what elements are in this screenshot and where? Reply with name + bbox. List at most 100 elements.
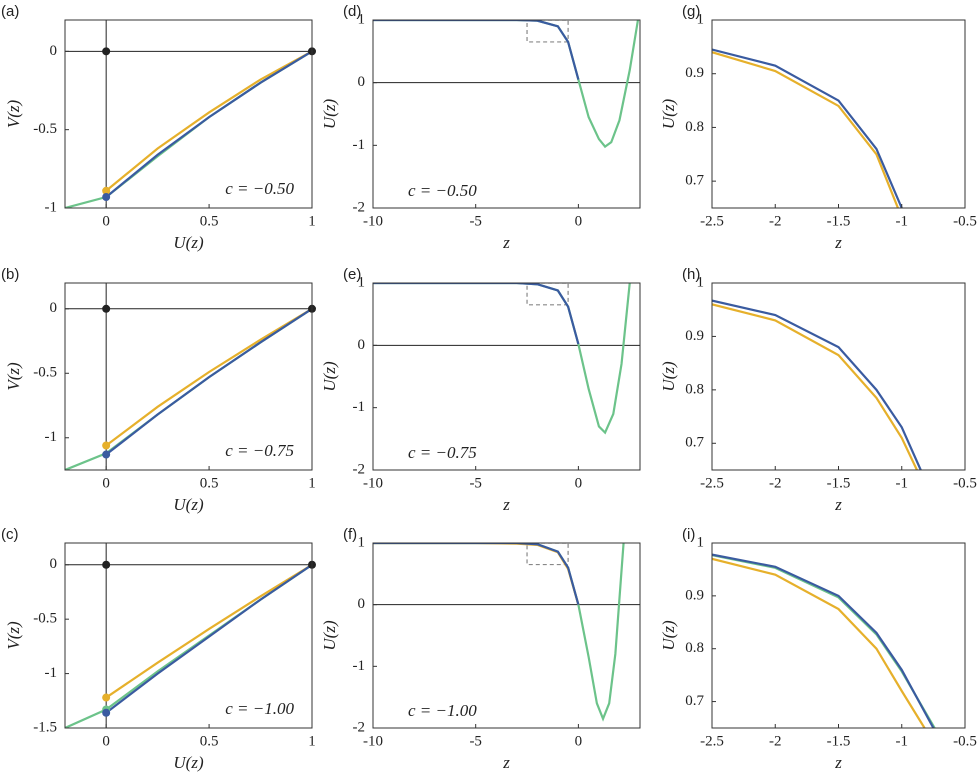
point bbox=[102, 450, 111, 459]
x-tick-label: -5 bbox=[469, 213, 482, 229]
x-tick-label: 0 bbox=[102, 475, 110, 491]
annotation: c = −0.50 bbox=[408, 181, 477, 200]
x-tick-label: 0 bbox=[575, 213, 583, 229]
y-tick-label: 0.9 bbox=[685, 65, 704, 81]
x-tick-label: -10 bbox=[363, 213, 383, 229]
y-tick-label: 0 bbox=[50, 300, 58, 316]
y-tick-label: -0.5 bbox=[33, 365, 57, 381]
curve bbox=[712, 553, 935, 728]
y-tick-label: -0.5 bbox=[33, 611, 57, 627]
x-tick-label: -2.5 bbox=[700, 733, 724, 749]
zoom-box bbox=[526, 283, 569, 306]
axes-box bbox=[372, 282, 641, 471]
y-tick-label: 1 bbox=[358, 11, 366, 27]
panel-label: (h) bbox=[682, 266, 700, 283]
plot bbox=[712, 553, 936, 728]
x-axis-label: z bbox=[502, 753, 510, 772]
axes-box bbox=[64, 282, 313, 471]
y-axis-label: U(z) bbox=[659, 620, 678, 651]
point bbox=[102, 47, 111, 56]
plot bbox=[712, 299, 922, 470]
point bbox=[102, 560, 111, 569]
y-tick-label: -2 bbox=[353, 199, 366, 215]
panel-label: (g) bbox=[682, 3, 700, 20]
curve bbox=[712, 557, 926, 728]
x-tick-label: -1.5 bbox=[827, 475, 851, 491]
y-tick-label: 1 bbox=[358, 274, 366, 290]
plot bbox=[373, 543, 640, 722]
y-tick-label: 1 bbox=[697, 11, 705, 27]
x-axis-label: z bbox=[834, 753, 842, 772]
y-axis-label: U(z) bbox=[659, 361, 678, 392]
curve bbox=[373, 20, 580, 80]
x-tick-label: -10 bbox=[363, 733, 383, 749]
point bbox=[102, 708, 111, 717]
panel-label: (f) bbox=[343, 526, 357, 543]
x-axis-label: U(z) bbox=[173, 233, 204, 252]
y-tick-label: 0.8 bbox=[685, 381, 704, 397]
x-tick-label: -5 bbox=[469, 733, 482, 749]
annotation: c = −0.75 bbox=[408, 443, 477, 462]
x-tick-label: -1.5 bbox=[827, 733, 851, 749]
point bbox=[102, 441, 111, 450]
plot bbox=[65, 543, 312, 728]
y-tick-label: 0.7 bbox=[685, 435, 704, 451]
y-axis-label: U(z) bbox=[320, 620, 339, 651]
y-tick-label: 1 bbox=[697, 274, 705, 290]
x-tick-label: -1.5 bbox=[827, 213, 851, 229]
plot-area bbox=[712, 20, 965, 208]
point bbox=[102, 304, 111, 313]
x-tick-label: 1 bbox=[308, 213, 316, 229]
y-tick-label: 0 bbox=[50, 556, 58, 572]
y-tick-label: 0 bbox=[358, 596, 366, 612]
curve bbox=[105, 50, 312, 198]
plot-area bbox=[712, 283, 965, 470]
x-axis-label: z bbox=[834, 495, 842, 514]
y-tick-label: -1 bbox=[45, 429, 58, 445]
plot-area bbox=[373, 283, 640, 470]
plot-area bbox=[712, 543, 965, 728]
plot bbox=[373, 283, 640, 435]
curve bbox=[105, 50, 312, 192]
y-axis-label: U(z) bbox=[659, 99, 678, 130]
y-axis-label: V(z) bbox=[4, 621, 23, 650]
y-tick-label: -1 bbox=[45, 665, 58, 681]
panel-label: (c) bbox=[1, 526, 19, 543]
x-tick-label: 0 bbox=[102, 733, 110, 749]
axes-box bbox=[64, 542, 313, 729]
plot-area bbox=[373, 20, 640, 208]
curve bbox=[712, 303, 918, 470]
axes-box bbox=[372, 19, 641, 209]
curve bbox=[105, 307, 312, 456]
y-tick-label: -1.5 bbox=[33, 719, 57, 735]
curve bbox=[712, 51, 899, 208]
y-tick-label: -1 bbox=[353, 399, 366, 415]
zoom-box bbox=[526, 543, 569, 566]
curve bbox=[712, 299, 922, 470]
y-tick-label: 0.7 bbox=[685, 693, 704, 709]
curve bbox=[105, 563, 312, 714]
x-tick-label: -5 bbox=[469, 475, 482, 491]
curve bbox=[373, 543, 580, 605]
curve bbox=[105, 563, 312, 699]
zoom-box bbox=[526, 20, 569, 43]
plot bbox=[712, 48, 903, 208]
x-tick-label: 0 bbox=[575, 475, 583, 491]
x-tick-label: -2.5 bbox=[700, 213, 724, 229]
x-tick-label: -2 bbox=[769, 733, 782, 749]
y-axis-label: V(z) bbox=[4, 362, 23, 391]
y-axis-label: V(z) bbox=[4, 100, 23, 129]
x-axis-label: U(z) bbox=[173, 753, 204, 772]
y-tick-label: -1 bbox=[353, 658, 366, 674]
x-tick-label: -0.5 bbox=[953, 733, 977, 749]
x-tick-label: -0.5 bbox=[953, 213, 977, 229]
y-tick-label: 0.8 bbox=[685, 119, 704, 135]
y-axis-label: U(z) bbox=[320, 99, 339, 130]
x-tick-label: 0.5 bbox=[200, 213, 219, 229]
y-tick-label: 0.7 bbox=[685, 173, 704, 189]
y-tick-label: 1 bbox=[358, 534, 366, 550]
x-tick-label: 0.5 bbox=[200, 475, 219, 491]
annotation: c = −1.00 bbox=[225, 699, 294, 718]
y-tick-label: -1 bbox=[353, 137, 366, 153]
